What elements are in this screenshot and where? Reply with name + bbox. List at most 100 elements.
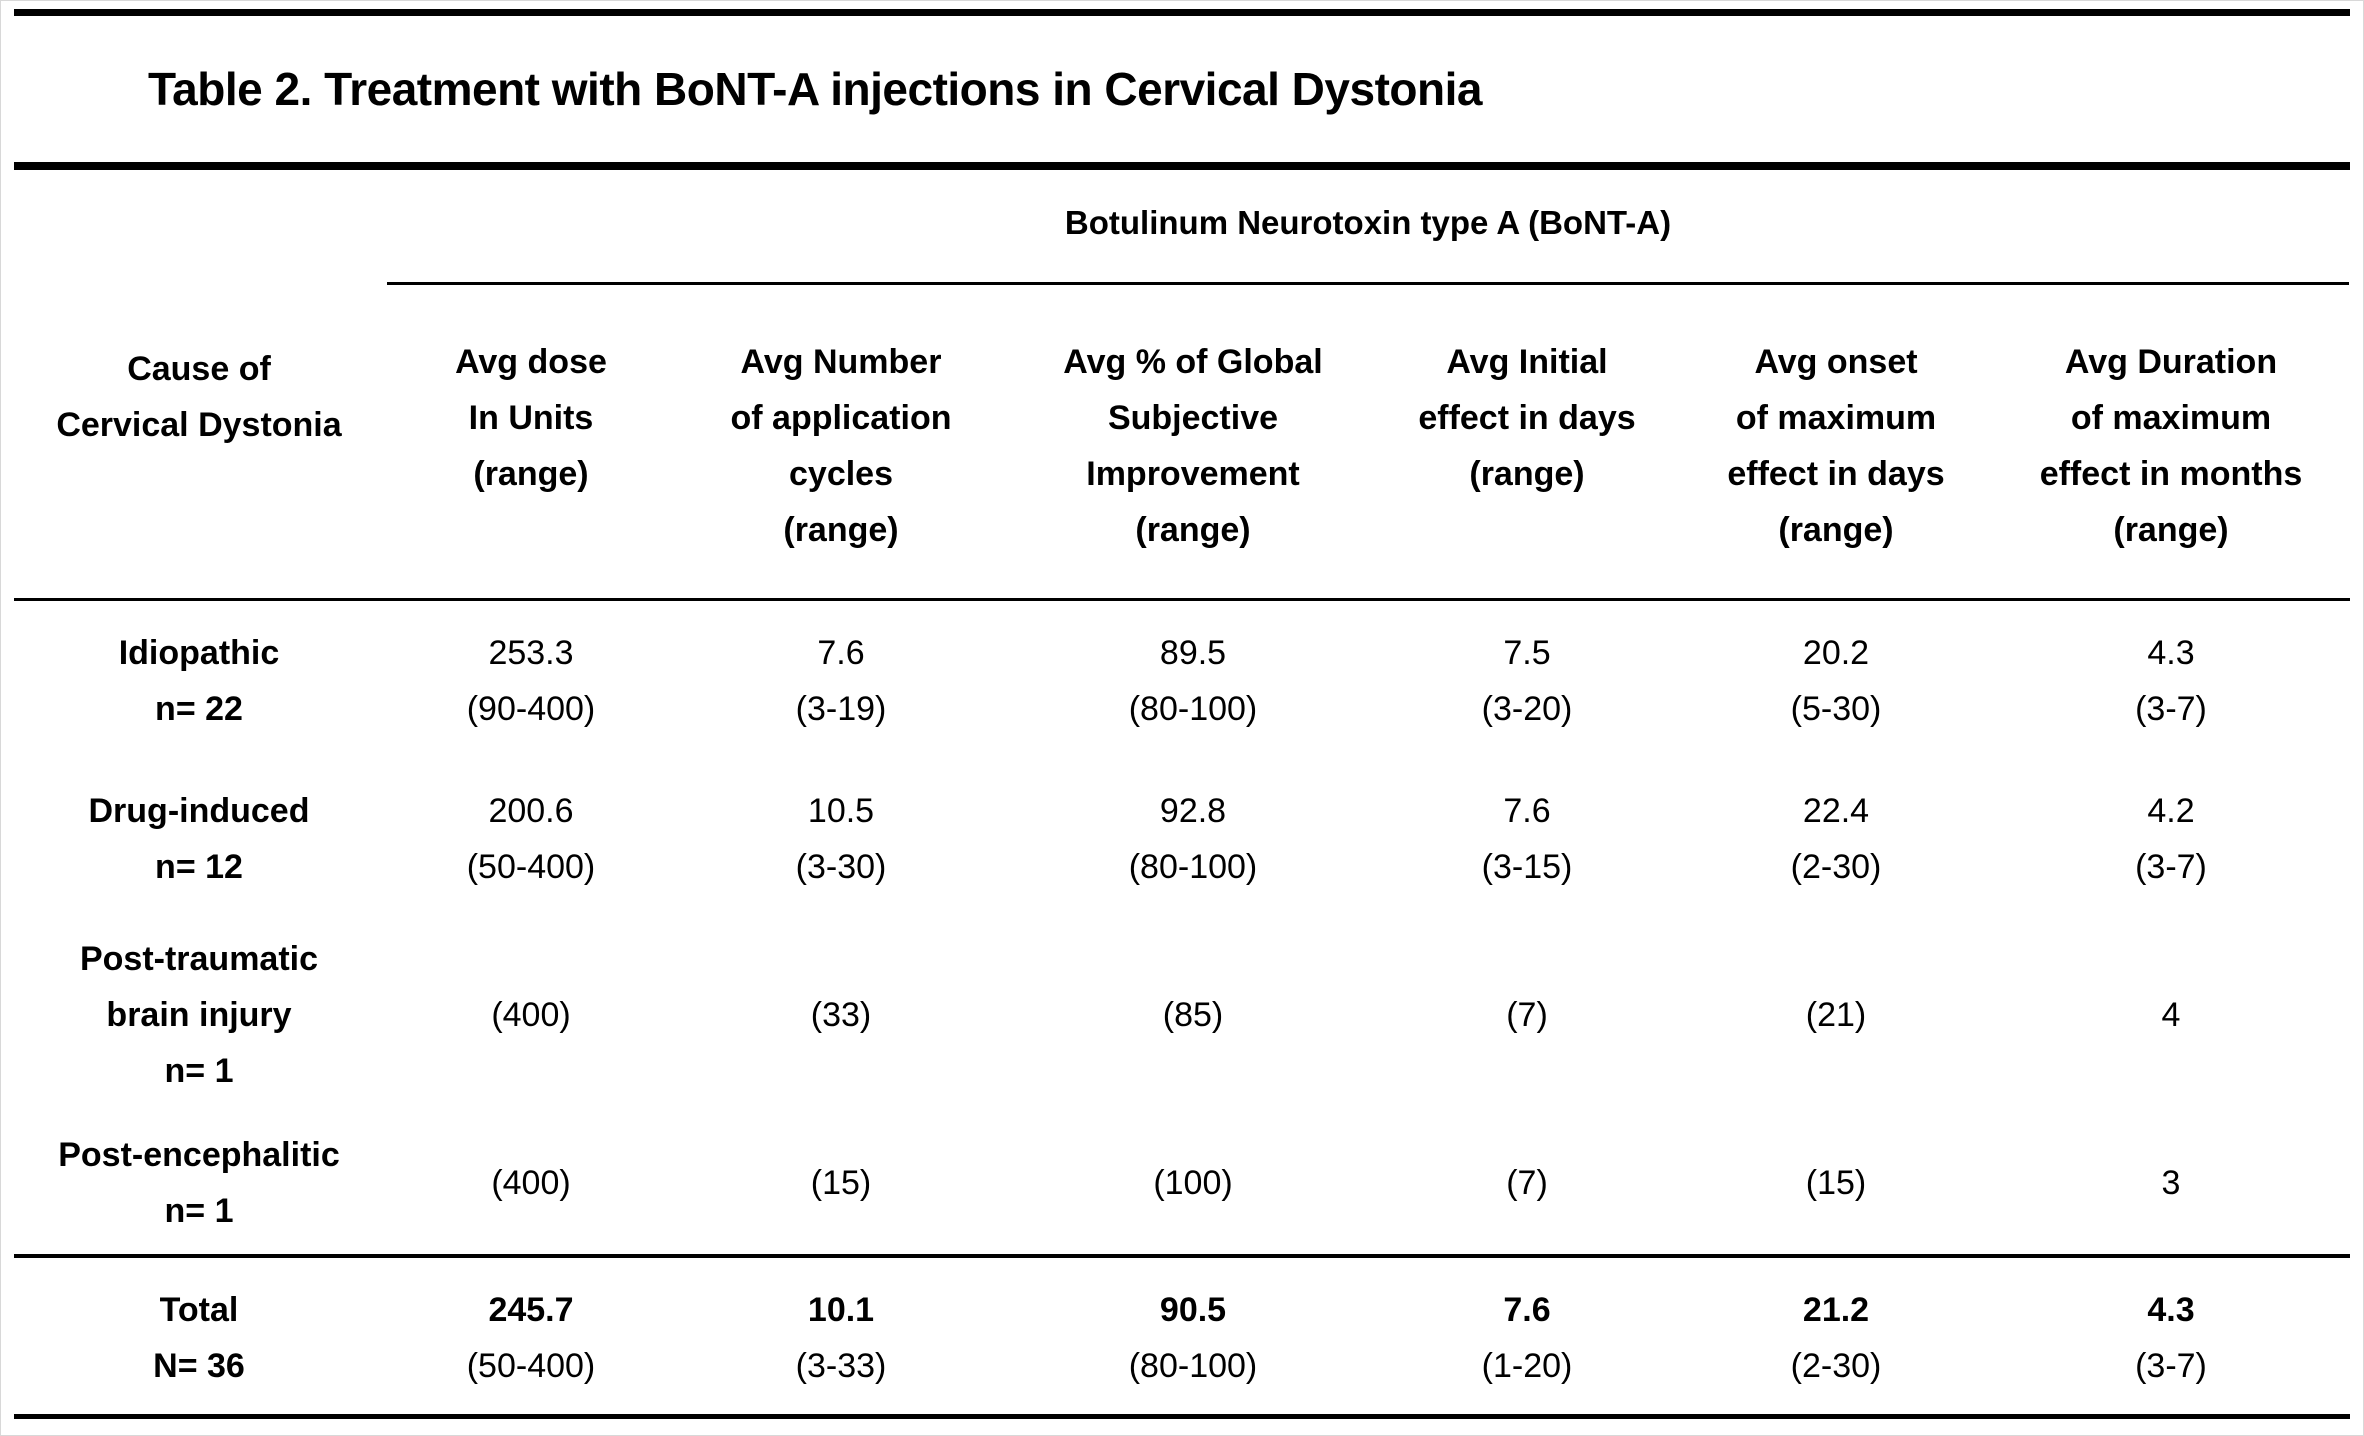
column-header-line: (range) bbox=[473, 455, 589, 493]
table-cell: 10.5 (3-30) bbox=[681, 783, 1001, 895]
column-header: Avg Duration of maximum effect in months (r… bbox=[2011, 334, 2331, 558]
table-cell: 7.6 (3-15) bbox=[1367, 783, 1687, 895]
table-cell: (15) bbox=[1676, 1155, 1996, 1211]
table-cell: 22.4 (2-30) bbox=[1676, 783, 1996, 895]
table-cell: 7.5 (3-20) bbox=[1367, 625, 1687, 737]
table-cell: (85) bbox=[1033, 987, 1353, 1043]
table-cell-line: (15) bbox=[1805, 1164, 1867, 1202]
table-cell-line: (80-100) bbox=[1128, 1347, 1258, 1385]
table-cell-line: (1-20) bbox=[1481, 1347, 1573, 1385]
table-cell-line: 4.3 bbox=[2147, 1291, 2195, 1329]
table-cell: (7) bbox=[1367, 987, 1687, 1043]
table-cell-line: 4.2 bbox=[2147, 792, 2195, 830]
header-rule bbox=[14, 598, 2350, 601]
table-cell-line: 92.8 bbox=[1159, 792, 1227, 830]
table-cell-line: (400) bbox=[491, 1164, 571, 1202]
table-cell: (21) bbox=[1676, 987, 1996, 1043]
table-cell-line: 21.2 bbox=[1802, 1291, 1870, 1329]
table-cell-line: 10.5 bbox=[807, 792, 875, 830]
table-cell-line: (400) bbox=[491, 996, 571, 1034]
table-cell-line: 4.3 bbox=[2147, 634, 2195, 672]
table-title: Table 2. Treatment with BoNT-A injection… bbox=[148, 63, 1482, 115]
table-cell: 4.3 (3-7) bbox=[2011, 625, 2331, 737]
table-cell-line: (100) bbox=[1153, 1164, 1233, 1202]
row-label-line: n= 22 bbox=[155, 690, 243, 728]
row-label-line: Post-traumatic bbox=[79, 940, 319, 978]
table-cell: 92.8 (80-100) bbox=[1033, 783, 1353, 895]
table-cell-line: 89.5 bbox=[1159, 634, 1227, 672]
column-header-line: (range) bbox=[1469, 455, 1585, 493]
table-cell: 20.2 (5-30) bbox=[1676, 625, 1996, 737]
group-rule bbox=[387, 282, 2349, 285]
column-header-line: Cervical Dystonia bbox=[56, 406, 342, 444]
column-header: Avg Number of application cycles (range) bbox=[681, 334, 1001, 558]
table-cell: (100) bbox=[1033, 1155, 1353, 1211]
table-cell-line: 7.6 bbox=[1503, 1291, 1551, 1329]
column-header-line: of maximum bbox=[2070, 399, 2272, 437]
table-cell-line: 90.5 bbox=[1159, 1291, 1227, 1329]
table-cell-line: 7.6 bbox=[1503, 792, 1551, 830]
table-cell-line: 20.2 bbox=[1802, 634, 1870, 672]
table-cell-line: (7) bbox=[1506, 996, 1548, 1034]
row-label: Post-encephalitic n= 1 bbox=[39, 1127, 359, 1239]
table-cell-line: (3-33) bbox=[795, 1347, 887, 1385]
table-cell-line: (3-15) bbox=[1481, 848, 1573, 886]
column-header-line: Avg onset bbox=[1754, 343, 1918, 381]
row-label-line: Total bbox=[159, 1291, 239, 1329]
table-cell-line: (3-30) bbox=[795, 848, 887, 886]
table-cell-line: (3-7) bbox=[2135, 1347, 2207, 1385]
table-cell-line: (7) bbox=[1506, 1164, 1548, 1202]
column-header-line: Avg dose bbox=[455, 343, 607, 381]
table-cell: (7) bbox=[1367, 1155, 1687, 1211]
column-header-line: Avg Duration bbox=[2064, 343, 2278, 381]
group-header: Botulinum Neurotoxin type A (BoNT-A) bbox=[1064, 204, 1672, 241]
table-cell-line: (85) bbox=[1162, 996, 1224, 1034]
column-header: Avg % of Global Subjective Improvement (ran… bbox=[1033, 334, 1353, 558]
row-label: Post-traumatic brain injury n= 1 bbox=[39, 931, 359, 1099]
table-cell-line: (90-400) bbox=[466, 690, 596, 728]
row-label-line: n= 12 bbox=[155, 848, 243, 886]
table-cell: 4.2 (3-7) bbox=[2011, 783, 2331, 895]
table-cell-line: (2-30) bbox=[1790, 848, 1882, 886]
table-cell: 10.1 (3-33) bbox=[681, 1282, 1001, 1394]
column-header-line: Subjective bbox=[1107, 399, 1279, 437]
row-label-line: n= 1 bbox=[164, 1192, 234, 1230]
table-cell-line: 253.3 bbox=[488, 634, 574, 672]
table-cell-line: 3 bbox=[2161, 1164, 2181, 1202]
column-header-line: (range) bbox=[783, 511, 899, 549]
column-header-line: effect in months bbox=[2039, 455, 2303, 493]
table-cell: 90.5 (80-100) bbox=[1033, 1282, 1353, 1394]
table-cell-line: (3-19) bbox=[795, 690, 887, 728]
row-label: Drug-induced n= 12 bbox=[39, 783, 359, 895]
table-cell-line: (15) bbox=[810, 1164, 872, 1202]
table-cell-line: (50-400) bbox=[466, 1347, 596, 1385]
table-cell-line: 200.6 bbox=[488, 792, 574, 830]
table-cell: 245.7 (50-400) bbox=[371, 1282, 691, 1394]
top-rule bbox=[14, 9, 2350, 16]
table-cell: (400) bbox=[371, 1155, 691, 1211]
row-label-line: Idiopathic bbox=[118, 634, 280, 672]
table-cell: (400) bbox=[371, 987, 691, 1043]
column-header-line: effect in days bbox=[1418, 399, 1636, 437]
table-cell: 21.2 (2-30) bbox=[1676, 1282, 1996, 1394]
row-label-line: Drug-induced bbox=[88, 792, 310, 830]
table-cell-line: (33) bbox=[810, 996, 872, 1034]
row-label-line: n= 1 bbox=[164, 1052, 234, 1090]
row-label: Idiopathic n= 22 bbox=[39, 625, 359, 737]
bottom-rule bbox=[14, 1414, 2350, 1419]
title-rule bbox=[14, 162, 2350, 170]
table-cell-line: 245.7 bbox=[488, 1291, 574, 1329]
table-cell: 3 bbox=[2011, 1155, 2331, 1211]
table-cell-line: (3-20) bbox=[1481, 690, 1573, 728]
column-header-line: Avg % of Global bbox=[1063, 343, 1323, 381]
column-header: Cause of Cervical Dystonia bbox=[39, 341, 359, 453]
column-header-line: of application bbox=[730, 399, 952, 437]
table-cell: 253.3 (90-400) bbox=[371, 625, 691, 737]
column-header-line: Improvement bbox=[1086, 455, 1300, 493]
column-header-line: In Units bbox=[468, 399, 594, 437]
table-cell-line: (80-100) bbox=[1128, 690, 1258, 728]
column-header: Avg onset of maximum effect in days (range) bbox=[1676, 334, 1996, 558]
table-cell-line: 7.5 bbox=[1503, 634, 1551, 672]
row-label: Total N= 36 bbox=[39, 1282, 359, 1394]
column-header: Avg dose In Units (range) bbox=[371, 334, 691, 502]
